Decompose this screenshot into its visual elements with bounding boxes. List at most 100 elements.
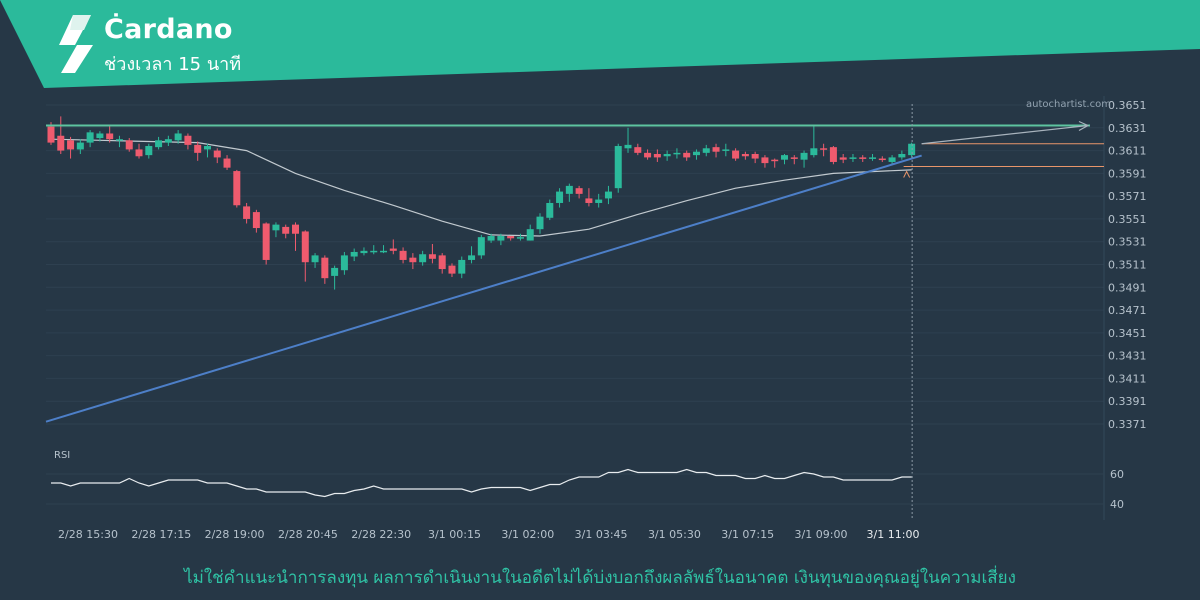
candle-bullish bbox=[692, 151, 700, 156]
candle-bearish bbox=[829, 147, 837, 162]
candle-bullish bbox=[76, 142, 84, 150]
candle-bullish bbox=[546, 202, 554, 218]
candle-bullish bbox=[869, 157, 877, 159]
timeframe-subtitle: ช่วงเวลา 15 นาที bbox=[104, 54, 242, 75]
candle-bullish bbox=[203, 146, 211, 150]
candle-bearish bbox=[252, 212, 260, 229]
disclaimer-text: ไม่ใช่คำแนะนำการลงทุน ผลการดำเนินงานในอด… bbox=[184, 568, 1016, 588]
candle-bullish bbox=[536, 216, 544, 230]
page-title: Ċardano bbox=[104, 14, 233, 45]
candle-bullish bbox=[419, 254, 427, 263]
candle-bearish bbox=[653, 153, 661, 158]
price-tick-label: 0.3571 bbox=[1108, 190, 1147, 203]
candle-bearish bbox=[301, 231, 309, 263]
rsi-label: RSI bbox=[54, 450, 70, 461]
candle-bearish bbox=[712, 147, 720, 152]
support-trendline bbox=[45, 154, 922, 423]
candle-bearish bbox=[507, 236, 515, 239]
candle-bullish bbox=[115, 139, 123, 141]
time-tick-label: 3/1 07:15 bbox=[721, 528, 774, 541]
candle-bearish bbox=[790, 157, 798, 159]
candle-bearish bbox=[292, 224, 299, 234]
candle-bearish bbox=[751, 153, 759, 159]
candle-bearish bbox=[575, 188, 583, 194]
grid-lines bbox=[46, 96, 1105, 520]
candle-bullish bbox=[331, 267, 339, 276]
candle-bearish bbox=[839, 157, 847, 160]
candle-bullish bbox=[340, 255, 348, 271]
candle-bullish bbox=[487, 236, 495, 241]
candle-bearish bbox=[741, 153, 749, 157]
price-tick-label: 0.3631 bbox=[1108, 122, 1147, 135]
candle-bullish bbox=[458, 259, 466, 274]
candle-bullish bbox=[888, 157, 896, 162]
price-tick-label: 0.3551 bbox=[1108, 213, 1147, 226]
candle-bearish bbox=[428, 254, 436, 259]
price-tick-label: 0.3491 bbox=[1108, 281, 1147, 294]
price-tick-label: 0.3451 bbox=[1108, 327, 1147, 340]
candle-bearish bbox=[321, 257, 329, 279]
candle-bullish bbox=[516, 237, 524, 239]
time-tick-label: 3/1 09:00 bbox=[795, 528, 848, 541]
candle-bearish bbox=[213, 150, 221, 158]
candle-bullish bbox=[624, 144, 632, 149]
candle-bullish bbox=[350, 251, 358, 257]
candle-bearish bbox=[194, 144, 202, 153]
candle-bullish bbox=[86, 132, 94, 143]
candle-bearish bbox=[448, 265, 456, 274]
price-tick-label: 0.3391 bbox=[1108, 395, 1147, 408]
candle-bullish bbox=[849, 157, 857, 159]
rsi-tick-label: 40 bbox=[1110, 498, 1124, 511]
rsi-tick-label: 60 bbox=[1110, 468, 1124, 481]
moving-average bbox=[50, 138, 912, 237]
candle-bullish bbox=[370, 250, 378, 253]
price-tick-label: 0.3531 bbox=[1108, 236, 1147, 249]
price-tick-label: 0.3651 bbox=[1108, 99, 1147, 112]
pattern-end-marker-icon bbox=[903, 170, 911, 178]
time-tick-label: 3/1 00:15 bbox=[428, 528, 481, 541]
candles bbox=[47, 116, 916, 290]
time-tick-label: 3/1 03:45 bbox=[575, 528, 628, 541]
candle-bearish bbox=[878, 158, 886, 161]
candle-bearish bbox=[125, 140, 133, 150]
candle-bullish bbox=[526, 229, 534, 241]
candle-bullish bbox=[800, 152, 808, 160]
candle-bearish bbox=[106, 133, 114, 140]
candle-bearish bbox=[771, 159, 779, 162]
candle-bullish bbox=[595, 199, 603, 203]
candle-bullish bbox=[360, 250, 368, 254]
forecast-arrow-head-icon bbox=[1078, 120, 1090, 132]
candle-bearish bbox=[761, 157, 769, 164]
candle-bearish bbox=[820, 148, 828, 150]
candle-bullish bbox=[673, 152, 681, 155]
price-tick-label: 0.3611 bbox=[1108, 145, 1147, 158]
time-tick-label: 3/1 02:00 bbox=[501, 528, 554, 541]
rsi-panel: RSI 60 40 bbox=[46, 450, 1124, 511]
price-tick-label: 0.3431 bbox=[1108, 350, 1147, 363]
pattern-overlays bbox=[45, 104, 1104, 520]
candle-bullish bbox=[96, 133, 104, 139]
header-banner bbox=[0, 0, 1200, 88]
brand-watermark: autochartist.com bbox=[1026, 99, 1111, 110]
candle-bearish bbox=[399, 250, 407, 260]
candle-bearish bbox=[644, 152, 652, 158]
price-tick-label: 0.3591 bbox=[1108, 167, 1147, 180]
candle-bullish bbox=[174, 133, 182, 141]
candle-bullish bbox=[604, 191, 612, 199]
candle-bullish bbox=[477, 237, 485, 256]
price-tick-label: 0.3411 bbox=[1108, 372, 1147, 385]
candle-bearish bbox=[282, 226, 290, 234]
time-tick-label: 2/28 20:45 bbox=[278, 528, 338, 541]
rsi-line bbox=[51, 468, 912, 498]
candle-bullish bbox=[722, 149, 730, 151]
autochartist-logo-icon bbox=[59, 15, 93, 73]
candle-bearish bbox=[223, 158, 231, 168]
price-tick-label: 0.3511 bbox=[1108, 259, 1147, 272]
candle-bullish bbox=[898, 153, 906, 158]
candle-bearish bbox=[438, 255, 446, 270]
candle-bearish bbox=[389, 248, 397, 251]
time-tick-label: 2/28 19:00 bbox=[205, 528, 265, 541]
candle-bullish bbox=[311, 255, 319, 263]
candle-bearish bbox=[859, 157, 867, 159]
time-tick-label: 2/28 15:30 bbox=[58, 528, 118, 541]
